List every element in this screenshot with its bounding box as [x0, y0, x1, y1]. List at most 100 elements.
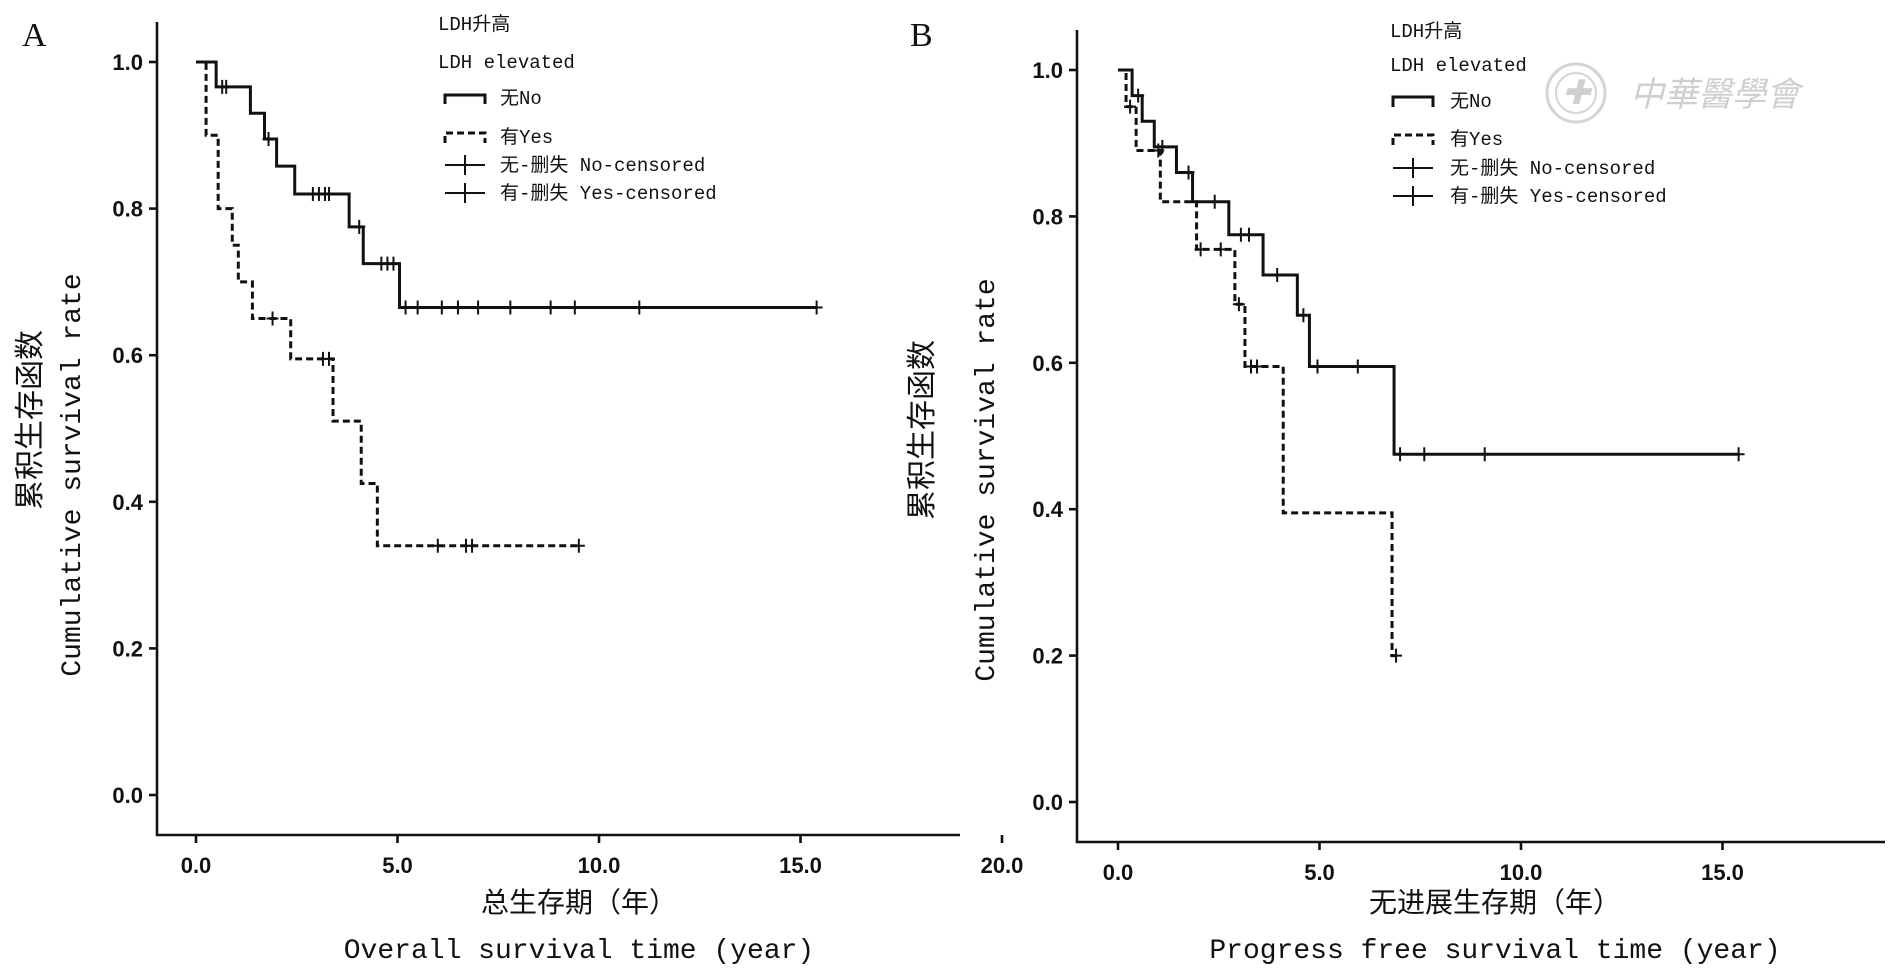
y-tick-label-a: 0.4 [112, 490, 143, 515]
legend-label-yes-censored-a: 有-删失 Yes-censored [500, 182, 717, 205]
censor-mark-yes-a [322, 351, 335, 366]
legend-title-en-b: LDH elevated [1390, 55, 1527, 77]
series-b [1118, 68, 1745, 663]
legend-item-yes-a: 有Yes [443, 126, 553, 149]
x-tick-label-b: 5.0 [1304, 860, 1335, 885]
censor-mark-no-b [1242, 227, 1255, 242]
y-axis-title-cn-b: 累积生存函数 [905, 340, 940, 520]
svg-text:✚: ✚ [1562, 73, 1593, 113]
legend-item-yes-censored-a: 有-删失 Yes-censored [445, 182, 717, 205]
km-curve-no-b [1118, 68, 1739, 456]
axes-b [1075, 30, 1885, 844]
legend-swatch-no-censored-b [1393, 158, 1433, 178]
censor-mark-no-b [1132, 88, 1145, 103]
x-ticks-a: 0.0 5.0 10.0 15.0 20.0 [181, 835, 1024, 878]
legend-label-no-censored-a: 无-删失 No-censored [500, 154, 705, 177]
censor-mark-no-a [262, 131, 275, 146]
watermark-text: 中華醫學會 [1630, 75, 1805, 115]
censor-mark-no-a [568, 300, 581, 315]
y-tick-label-b: 0.0 [1032, 790, 1063, 815]
legend-swatch-yes-censored-b [1393, 186, 1433, 206]
y-axis-title-cn-a: 累积生存函数 [13, 330, 48, 510]
axes-a [155, 22, 960, 837]
legend-label-no-censored-b: 无-删失 No-censored [1450, 157, 1655, 180]
censor-mark-no-b [1271, 267, 1284, 282]
legend-b: LDH升高 LDH elevated 无No 有Yes 无-删失 No-cens… [1390, 20, 1667, 208]
y-tick-label-b: 1.0 [1032, 58, 1063, 83]
x-tick-label-a: 15.0 [779, 853, 822, 878]
panel-letter-a: A [22, 17, 47, 54]
chart-panel-a: A 累积生存函数 Cumulative survival rate 0.0 0.2… [13, 13, 1023, 967]
censor-mark-no-a [504, 300, 517, 315]
y-tick-label-a: 0.0 [112, 783, 143, 808]
axis-lines-a [155, 22, 960, 837]
censor-mark-yes-b [1214, 242, 1227, 257]
legend-label-yes-censored-b: 有-删失 Yes-censored [1450, 185, 1667, 208]
y-axis-title-en-b: Cumulative survival rate [972, 278, 1003, 681]
censor-mark-no-b [1732, 447, 1745, 462]
y-tick-label-a: 1.0 [112, 50, 143, 75]
x-tick-label-a: 10.0 [578, 853, 621, 878]
legend-item-yes-censored-b: 有-删失 Yes-censored [1393, 185, 1667, 208]
legend-item-no-censored-b: 无-删失 No-censored [1393, 157, 1655, 180]
legend-title-cn-b: LDH升高 [1390, 20, 1462, 43]
x-tick-label-b: 0.0 [1103, 860, 1134, 885]
censor-mark-no-b [1182, 165, 1195, 180]
legend-label-yes-b: 有Yes [1450, 128, 1503, 151]
panel-letter-b: B [910, 17, 933, 54]
legend-label-no-b: 无No [1450, 91, 1492, 113]
y-tick-label-b: 0.4 [1032, 497, 1063, 522]
censor-mark-yes-a [572, 538, 585, 553]
x-tick-label-b: 15.0 [1701, 860, 1744, 885]
censor-mark-yes-a [431, 538, 444, 553]
y-tick-label-b: 0.6 [1032, 351, 1063, 376]
watermark-logo: ✚ [1545, 62, 1607, 124]
x-tick-label-a: 20.0 [981, 853, 1024, 878]
legend-a: LDH升高 LDH elevated 无No 有Yes 无-删失 No-cens… [438, 13, 717, 205]
legend-label-no-a: 无No [500, 88, 542, 110]
censor-mark-no-a [472, 300, 485, 315]
legend-swatch-yes-censored-a [445, 183, 485, 203]
x-ticks-b: 0.0 5.0 10.0 15.0 [1103, 842, 1744, 885]
censor-mark-yes-a [466, 538, 479, 553]
y-ticks-a: 0.0 0.2 0.4 0.6 0.8 1.0 [112, 50, 157, 808]
x-axis-title-en-b: Progress free survival time (year) [1209, 936, 1780, 967]
axis-lines-b [1075, 30, 1885, 844]
series-a [196, 60, 823, 553]
x-axis-title-cn-a: 总生存期（年） [481, 886, 677, 919]
x-tick-label-a: 0.0 [181, 853, 212, 878]
legend-title-en-a: LDH elevated [438, 52, 575, 74]
censor-mark-no-a [451, 300, 464, 315]
censor-mark-no-a [353, 219, 366, 234]
censor-mark-no-b [1208, 194, 1221, 209]
y-tick-label-b: 0.2 [1032, 644, 1063, 669]
km-curve-yes-a [196, 60, 579, 548]
x-axis-title-en-a: Overall survival time (year) [344, 936, 814, 967]
legend-swatch-no-b [1391, 95, 1435, 107]
x-tick-label-a: 5.0 [382, 853, 413, 878]
legend-item-no-b: 无No [1391, 91, 1492, 113]
censor-mark-no-a [544, 300, 557, 315]
censor-mark-yes-b [1251, 359, 1264, 374]
legend-item-no-censored-a: 无-删失 No-censored [445, 154, 705, 177]
censor-mark-no-a [411, 300, 424, 315]
censor-mark-yes-b [1390, 648, 1403, 663]
censor-mark-no-a [399, 300, 412, 315]
x-axis-title-cn-b: 无进展生存期（年） [1369, 886, 1621, 919]
censor-mark-yes-b [1232, 297, 1245, 312]
censor-mark-no-b [1351, 359, 1364, 374]
legend-swatch-yes-b [1391, 133, 1435, 145]
x-tick-label-b: 10.0 [1500, 860, 1543, 885]
chart-panel-b: B 累积生存函数 Cumulative survival rate 0.0 0.2… [905, 17, 1885, 967]
censor-mark-no-a [435, 300, 448, 315]
censor-mark-no-b [1394, 447, 1407, 462]
censor-mark-yes-b [1124, 99, 1137, 114]
censor-mark-no-b [1418, 447, 1431, 462]
censor-mark-yes-b [1152, 143, 1165, 158]
censor-mark-yes-a [266, 311, 279, 326]
y-tick-label-a: 0.6 [112, 343, 143, 368]
legend-item-yes-b: 有Yes [1391, 128, 1503, 151]
censor-mark-no-a [387, 256, 400, 271]
censor-mark-no-a [810, 300, 823, 315]
